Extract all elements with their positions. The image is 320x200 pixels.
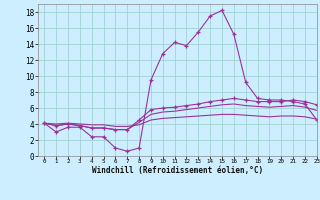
X-axis label: Windchill (Refroidissement éolien,°C): Windchill (Refroidissement éolien,°C) bbox=[92, 166, 263, 175]
